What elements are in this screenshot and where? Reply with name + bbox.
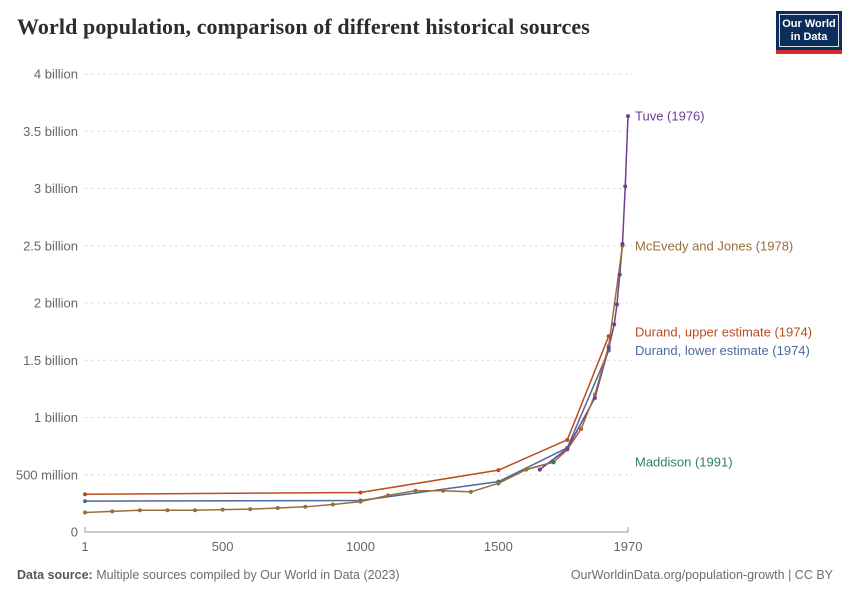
- data-point-tuve-1976[interactable]: [606, 345, 611, 350]
- data-point-mcevedy-and-jones-1978[interactable]: [496, 481, 501, 486]
- data-point-mcevedy-and-jones-1978[interactable]: [386, 493, 391, 498]
- data-point-mcevedy-and-jones-1978[interactable]: [523, 467, 528, 472]
- owid-logo-line2: in Data: [790, 30, 828, 43]
- series-line-mcevedy-and-jones-1978[interactable]: [84, 245, 624, 514]
- y-tick-label: 3.5 billion: [23, 124, 78, 139]
- y-tick-label: 2.5 billion: [23, 238, 78, 253]
- y-tick-label: 500 million: [16, 467, 78, 482]
- data-point-mcevedy-and-jones-1978[interactable]: [193, 508, 198, 513]
- data-point-mcevedy-and-jones-1978[interactable]: [220, 507, 225, 512]
- data-point-mcevedy-and-jones-1978[interactable]: [413, 488, 418, 493]
- y-tick-label: 1.5 billion: [23, 353, 78, 368]
- data-point-tuve-1976[interactable]: [612, 322, 617, 327]
- data-point-durand-upper-estimate-1974[interactable]: [606, 334, 611, 339]
- series-label-tuve-1976[interactable]: Tuve (1976): [635, 109, 705, 124]
- credit-link[interactable]: OurWorldinData.org/population-growth | C…: [570, 568, 833, 582]
- data-point-tuve-1976[interactable]: [614, 302, 619, 307]
- data-point-mcevedy-and-jones-1978[interactable]: [303, 504, 308, 509]
- owid-logo-text: Our World in Data: [779, 14, 839, 47]
- data-point-durand-upper-estimate-1974[interactable]: [496, 468, 501, 473]
- data-point-tuve-1976[interactable]: [565, 446, 570, 451]
- data-point-tuve-1976[interactable]: [623, 184, 628, 189]
- data-point-durand-upper-estimate-1974[interactable]: [358, 490, 363, 495]
- y-tick-label: 2 billion: [34, 296, 78, 311]
- series-line-tuve-1976[interactable]: [539, 115, 629, 471]
- data-source: Data source: Multiple sources compiled b…: [17, 568, 400, 582]
- data-point-mcevedy-and-jones-1978[interactable]: [165, 508, 170, 513]
- data-point-tuve-1976[interactable]: [617, 272, 622, 277]
- series-label-mcevedy-and-jones-1978[interactable]: McEvedy and Jones (1978): [635, 238, 793, 253]
- owid-logo-redbar: [776, 50, 842, 54]
- data-point-mcevedy-and-jones-1978[interactable]: [83, 510, 87, 515]
- page-title: World population, comparison of differen…: [17, 14, 590, 39]
- owid-logo-line1: Our World: [782, 17, 836, 30]
- y-tick-label: 0: [71, 525, 78, 540]
- x-tick-label: 1: [81, 539, 88, 554]
- data-point-last-maddison-1991[interactable]: [551, 459, 556, 465]
- series-label-durand-upper-estimate-1974[interactable]: Durand, upper estimate (1974): [635, 325, 812, 340]
- x-tick-label: 1500: [484, 539, 513, 554]
- data-point-tuve-1976[interactable]: [592, 395, 597, 400]
- data-point-durand-upper-estimate-1974[interactable]: [565, 437, 570, 442]
- x-tick-label: 500: [212, 539, 234, 554]
- data-point-mcevedy-and-jones-1978[interactable]: [358, 499, 363, 504]
- owid-logo[interactable]: Our World in Data: [776, 11, 842, 54]
- data-source-label: Data source:: [17, 568, 93, 582]
- data-point-durand-upper-estimate-1974[interactable]: [83, 492, 87, 497]
- x-tick-label: 1000: [346, 539, 375, 554]
- y-tick-label: 1 billion: [34, 410, 78, 425]
- x-axis: [84, 527, 629, 533]
- data-point-tuve-1976[interactable]: [620, 241, 625, 246]
- chart-footer: Data source: Multiple sources compiled b…: [17, 568, 833, 582]
- data-point-mcevedy-and-jones-1978[interactable]: [330, 502, 335, 507]
- data-source-value: Multiple sources compiled by Our World i…: [96, 568, 400, 582]
- data-point-tuve-1976[interactable]: [537, 467, 542, 472]
- y-tick-label: 3 billion: [34, 181, 78, 196]
- data-point-mcevedy-and-jones-1978[interactable]: [248, 507, 253, 512]
- data-point-mcevedy-and-jones-1978[interactable]: [441, 488, 446, 493]
- data-point-mcevedy-and-jones-1978[interactable]: [110, 509, 115, 514]
- data-point-mcevedy-and-jones-1978[interactable]: [592, 392, 597, 397]
- data-point-tuve-1976[interactable]: [626, 114, 630, 119]
- series-line-durand-lower-estimate-1974[interactable]: [84, 349, 610, 502]
- data-point-mcevedy-and-jones-1978[interactable]: [275, 505, 280, 510]
- data-point-mcevedy-and-jones-1978[interactable]: [137, 508, 142, 513]
- x-tick-label: 1970: [614, 539, 643, 554]
- series-label-durand-lower-estimate-1974[interactable]: Durand, lower estimate (1974): [635, 343, 810, 358]
- data-point-mcevedy-and-jones-1978[interactable]: [579, 426, 584, 431]
- y-tick-label: 4 billion: [34, 67, 78, 82]
- data-point-mcevedy-and-jones-1978[interactable]: [468, 489, 473, 494]
- series-label-maddison-1991[interactable]: Maddison (1991): [635, 455, 733, 470]
- data-point-durand-lower-estimate-1974[interactable]: [83, 499, 87, 504]
